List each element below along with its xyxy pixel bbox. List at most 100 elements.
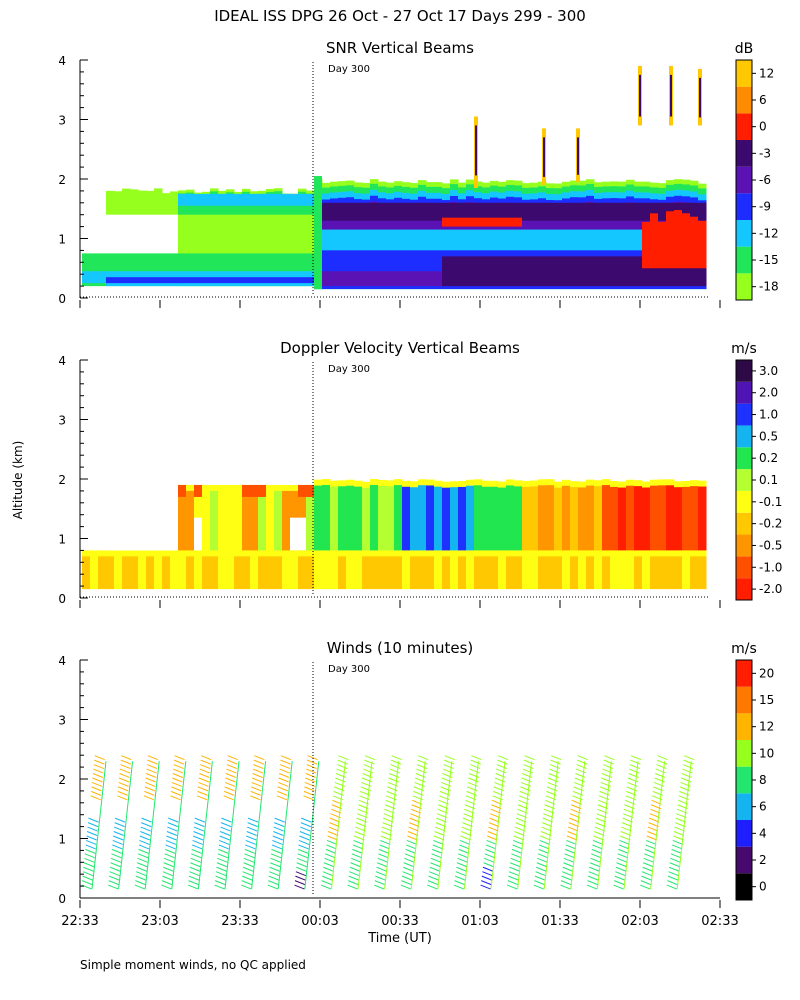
snr-cell [338, 202, 347, 221]
snr-cell [650, 256, 659, 287]
velocity-cell [474, 556, 483, 590]
snr-cell [322, 250, 331, 281]
wind-barb [216, 862, 228, 868]
wind-barb [646, 839, 657, 845]
snr-cell [186, 277, 195, 284]
wind-barb [435, 826, 446, 832]
wind-barb [510, 857, 521, 863]
wind-profile-stem [224, 761, 240, 890]
velocity-cell [330, 556, 339, 590]
snr-cell [194, 253, 203, 287]
wind-barb [364, 759, 375, 765]
wind-barb [487, 835, 498, 841]
snr-cell [554, 202, 563, 221]
velocity-cell [442, 556, 451, 590]
snr-cell [450, 217, 459, 227]
snr-cell [514, 256, 523, 287]
wind-barb [326, 844, 337, 850]
velocity-cell [450, 556, 459, 590]
velocity-cell [170, 556, 179, 590]
snr-cell [370, 229, 379, 251]
wind-barb [168, 817, 179, 823]
wind-barb [647, 826, 659, 832]
wind-barb [523, 764, 534, 770]
snr-cell [130, 189, 139, 215]
wind-barb [322, 875, 333, 881]
wind-barb [441, 777, 452, 783]
snr-cell [274, 277, 283, 284]
snr-spike-core [577, 137, 579, 175]
colorbar-swatch [736, 846, 752, 874]
snr-cell [394, 250, 403, 281]
wind-barb [118, 777, 130, 783]
snr-cell [458, 256, 467, 287]
velocity-cell [522, 486, 531, 551]
wind-barb [534, 875, 546, 881]
wind-barb [512, 844, 523, 850]
colorbar-label: 20 [759, 666, 774, 680]
wind-barb [402, 871, 413, 877]
velocity-cell [402, 486, 411, 551]
colorbar-swatch [736, 686, 752, 714]
velocity-cell [650, 485, 659, 551]
snr-cell [378, 202, 387, 221]
wind-barb [513, 835, 524, 841]
velocity-cell [138, 556, 147, 590]
velocity-cell [114, 556, 123, 590]
colorbar-swatch [736, 60, 752, 87]
velocity-colorbar-unit: m/s [731, 341, 757, 357]
wind-barb [587, 880, 598, 886]
wind-barb [591, 853, 602, 859]
velocity-cell [370, 484, 379, 551]
wind-barb [92, 773, 104, 778]
wind-barb [113, 831, 124, 836]
wind-barb [174, 755, 185, 761]
winds-panel-title: Winds (10 minutes) [327, 639, 474, 657]
velocity-cell [226, 556, 235, 590]
velocity-cell [370, 556, 379, 590]
wind-barb [118, 781, 129, 787]
snr-cell [362, 229, 371, 251]
wind-barb [86, 835, 97, 841]
snr-cell [474, 202, 483, 221]
wind-barb [432, 848, 443, 854]
snr-cell [418, 229, 427, 251]
velocity-cell [226, 490, 235, 551]
wind-barb [480, 884, 491, 890]
snr-cell [498, 217, 507, 227]
wind-barb [219, 835, 230, 841]
snr-cell [194, 193, 203, 206]
colorbar-label: 4 [759, 826, 767, 840]
wind-profile-stem [543, 761, 559, 890]
snr-colorbar: -18 -15 -12 -9 -6 -3 0 6 12 [735, 59, 779, 301]
wind-barb [270, 853, 282, 859]
velocity-cell [154, 556, 163, 590]
snr-x-ticks [79, 300, 721, 308]
wind-barb [496, 768, 507, 774]
snr-cell [370, 271, 379, 287]
velocity-cell [482, 486, 491, 551]
wind-barb [536, 862, 547, 868]
wind-barb [328, 826, 339, 832]
wind-barb [672, 844, 683, 850]
wind-barb [403, 862, 414, 868]
wind-barb [488, 822, 500, 828]
wind-barb [434, 831, 445, 836]
wind-barb [382, 822, 393, 828]
wind-barb [328, 831, 339, 836]
snr-cell [426, 229, 435, 251]
snr-cell [242, 277, 251, 284]
wind-barb [354, 835, 365, 841]
wind-barb [640, 880, 651, 886]
wind-barb [592, 844, 603, 850]
wind-barb [303, 790, 315, 796]
wind-barb [173, 759, 185, 765]
velocity-cell [674, 556, 683, 590]
wind-barb [442, 773, 453, 778]
colorbar-label: 10 [759, 746, 774, 760]
colorbar-label: 0 [759, 880, 767, 894]
snr-cell [298, 188, 307, 287]
velocity-cell [106, 556, 115, 590]
y-tick-label: 1 [58, 233, 66, 247]
wind-barb [114, 822, 125, 828]
